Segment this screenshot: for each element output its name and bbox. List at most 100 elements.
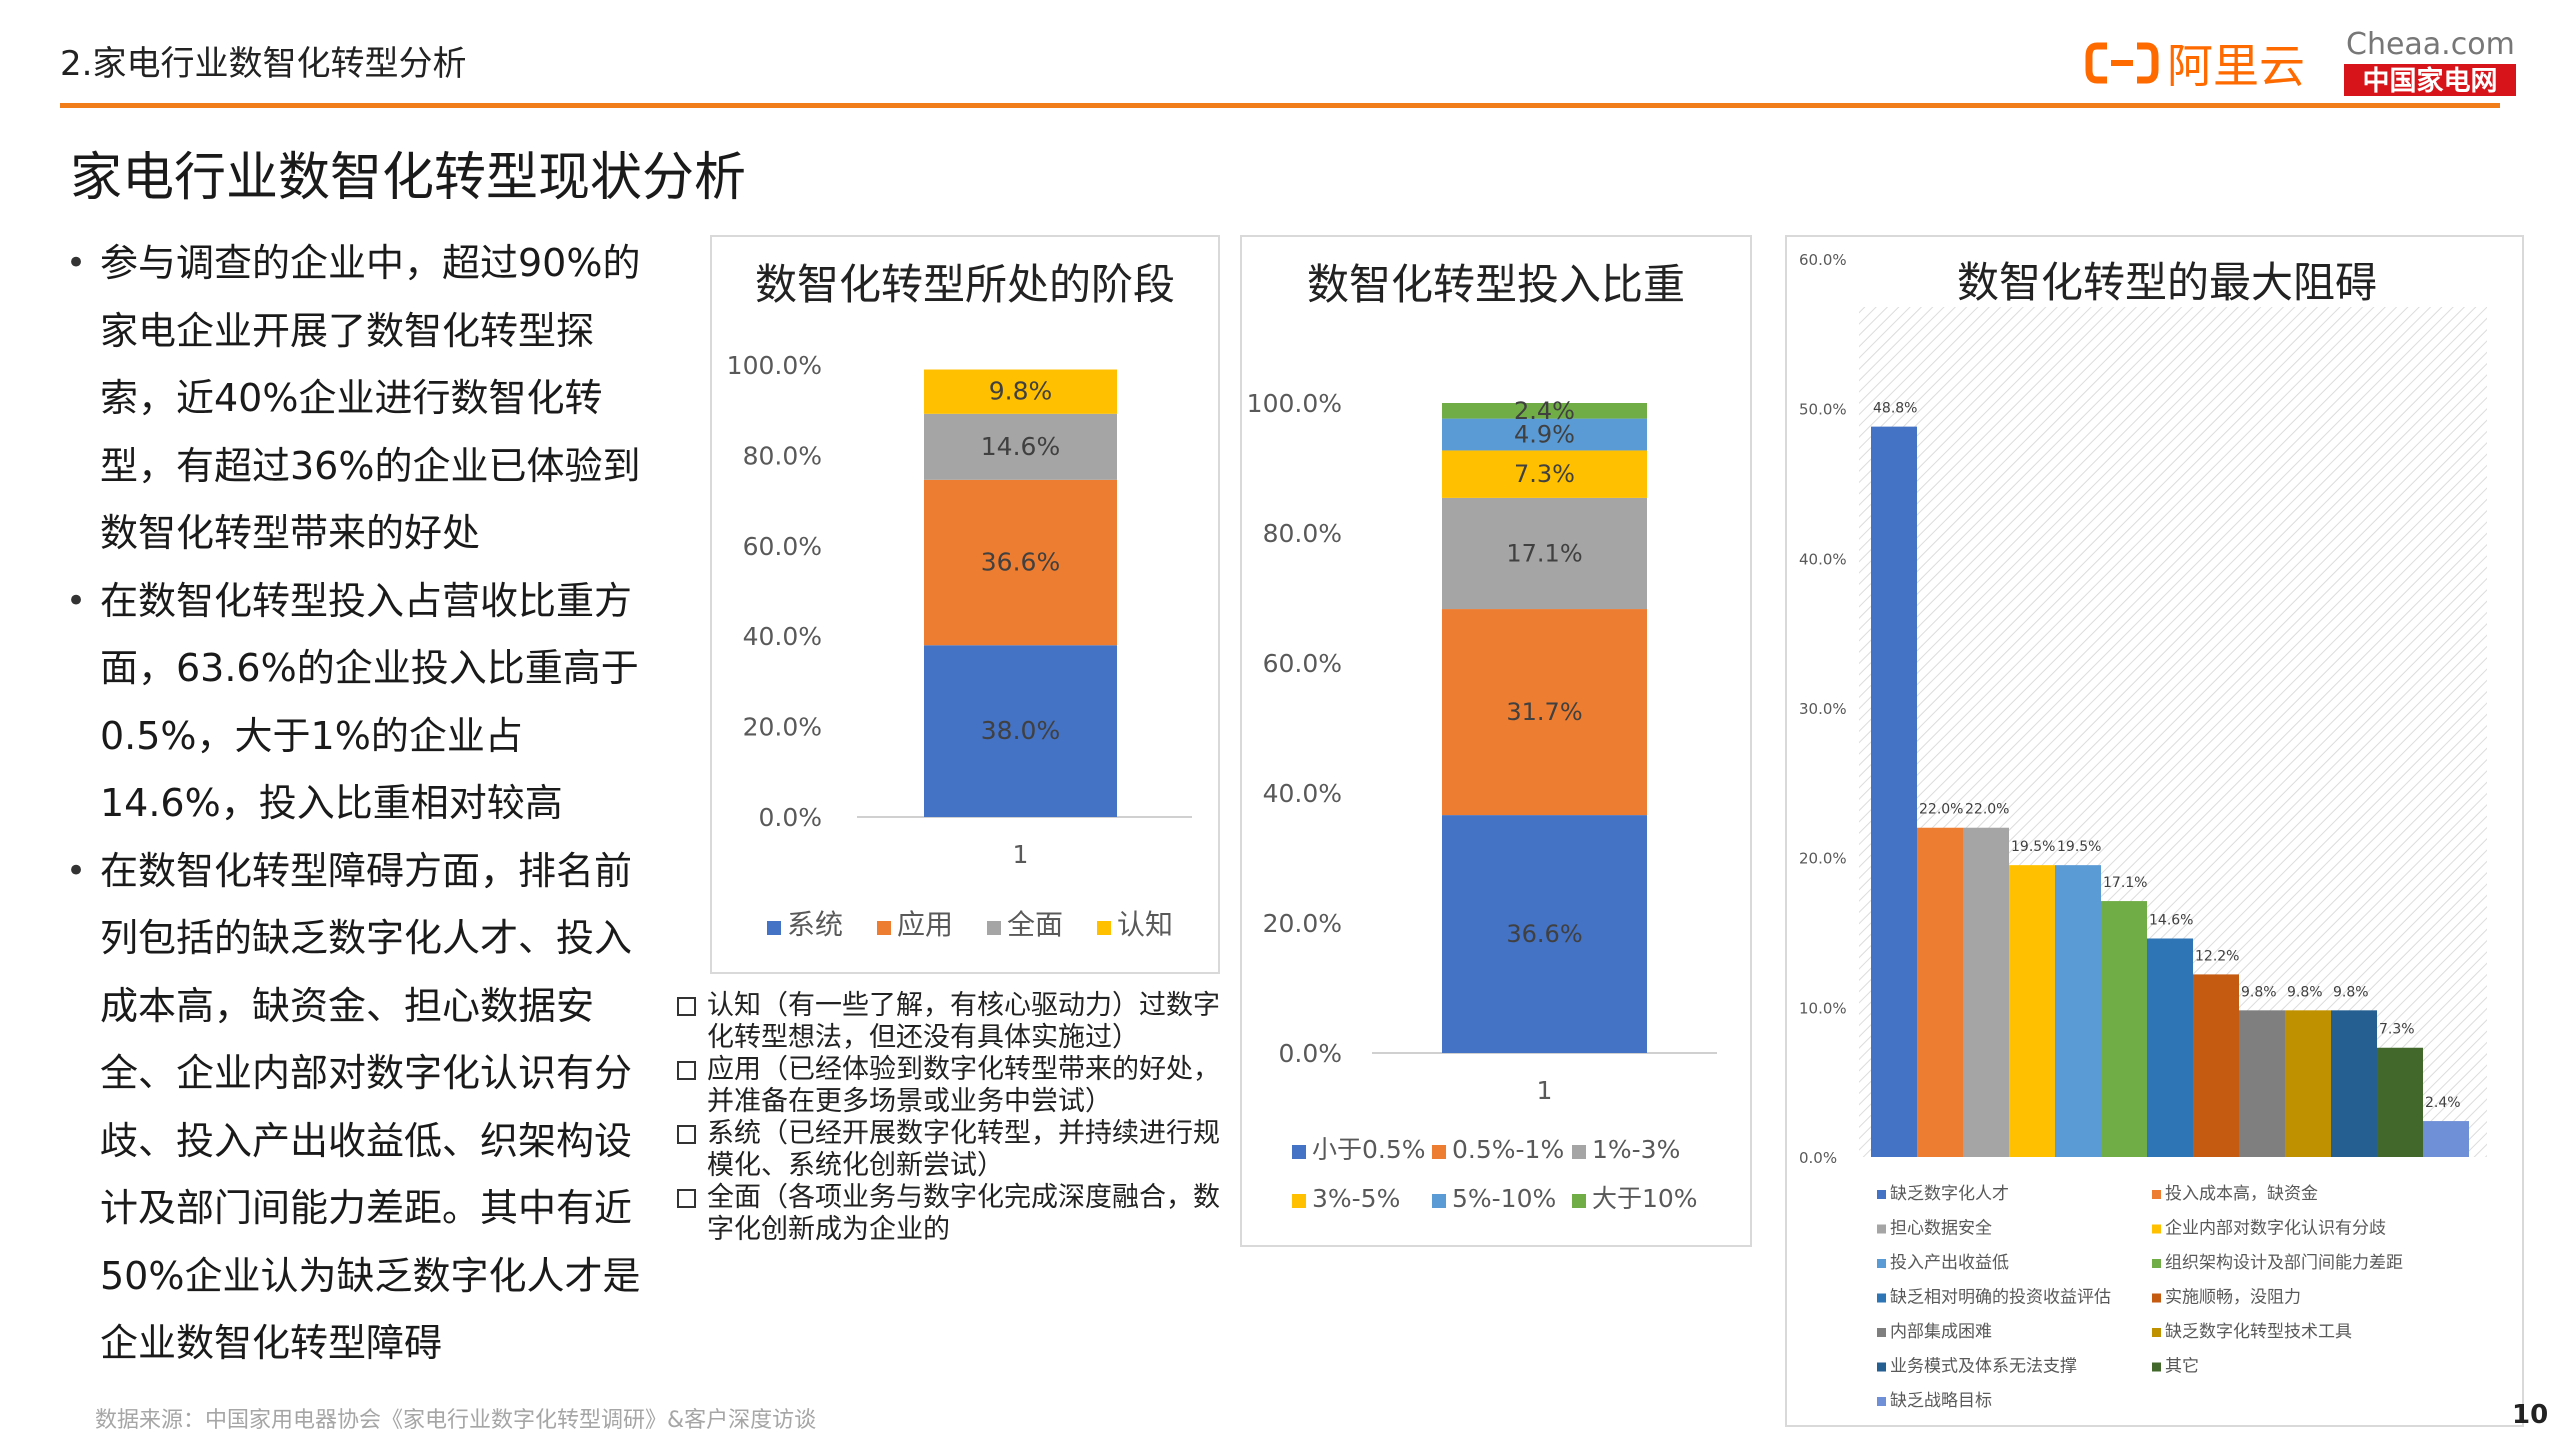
legend-swatch bbox=[1572, 1145, 1586, 1159]
bar-segment bbox=[924, 369, 1117, 414]
legend-swatch bbox=[2152, 1224, 2161, 1234]
legend-label: 1%-3% bbox=[1592, 1135, 1680, 1164]
y-tick-label: 20.0% bbox=[1263, 909, 1342, 938]
y-tick-label: 100.0% bbox=[1247, 389, 1342, 418]
definition-item: 应用（已经体验到数字化转型带来的好处，并准备在更多场景或业务中尝试） bbox=[675, 1054, 1235, 1118]
data-source: 数据来源：中国家用电器协会《家电行业数字化转型调研》&客户深度访谈 bbox=[95, 1408, 817, 1433]
bar bbox=[2147, 938, 2193, 1157]
y-tick-label: 30.0% bbox=[1799, 700, 1847, 718]
chart-title: 数智化转型的最大阻碍 bbox=[1956, 258, 2377, 307]
data-label: 2.4% bbox=[2425, 1095, 2461, 1111]
definition-item: 系统（已经开展数字化转型，并持续进行规模化、系统化创新尝试） bbox=[675, 1118, 1235, 1182]
legend-swatch bbox=[1877, 1293, 1886, 1303]
bar-segment bbox=[1442, 418, 1647, 451]
bar-segment bbox=[1442, 450, 1647, 498]
page-number: 10 bbox=[2512, 1400, 2549, 1430]
legend-label: 企业内部对数字化认识有分歧 bbox=[2165, 1219, 2386, 1239]
y-tick-label: 0.0% bbox=[1278, 1039, 1342, 1068]
legend-swatch bbox=[1292, 1145, 1306, 1159]
legend-label: 投入产出收益低 bbox=[1890, 1253, 2009, 1273]
y-tick-label: 60.0% bbox=[743, 532, 822, 561]
definition-text: 认知（有一些了解，有核心驱动力）过数字化转型想法，但还没有具体实施过） bbox=[707, 990, 1220, 1053]
definition-item: 全面（各项业务与数字化完成深度融合，数字化创新成为企业的 bbox=[675, 1182, 1235, 1246]
legend-swatch bbox=[1432, 1145, 1446, 1159]
data-label: 36.6% bbox=[1506, 920, 1582, 948]
data-label: 14.6% bbox=[981, 432, 1060, 461]
definition-text: 系统（已经开展数字化转型，并持续进行规模化、系统化创新尝试） bbox=[707, 1118, 1220, 1181]
checkbox-icon bbox=[677, 1189, 696, 1208]
legend-swatch bbox=[877, 921, 891, 935]
data-label: 7.3% bbox=[2379, 1022, 2415, 1038]
y-tick-label: 60.0% bbox=[1799, 251, 1847, 269]
legend-label: 0.5%-1% bbox=[1452, 1135, 1564, 1164]
bullet-item: 参与调查的企业中，超过90%的家电企业开展了数智化转型探索，近40%企业进行数智… bbox=[62, 230, 662, 568]
legend-label: 3%-5% bbox=[1312, 1184, 1400, 1213]
checkbox-icon bbox=[677, 1061, 696, 1080]
y-tick-label: 10.0% bbox=[1799, 999, 1847, 1017]
investment-chart: 数智化转型投入比重 0.0% 20.0% 40.0% 60.0% 80.0% 100.0%… bbox=[1240, 235, 1752, 1247]
definition-text: 应用（已经体验到数字化转型带来的好处，并准备在更多场景或业务中尝试） bbox=[707, 1054, 1220, 1117]
data-label: 7.3% bbox=[1514, 460, 1575, 488]
legend-swatch bbox=[767, 921, 781, 935]
legend-label: 缺乏数字化转型技术工具 bbox=[2165, 1322, 2352, 1342]
legend-swatch bbox=[1877, 1328, 1886, 1337]
chart-title: 数智化转型所处的阶段 bbox=[754, 260, 1175, 309]
bar-segment bbox=[1442, 609, 1647, 816]
legend-label: 内部集成困难 bbox=[1890, 1322, 1992, 1342]
x-tick-label: 1 bbox=[1013, 840, 1029, 869]
bar-segment bbox=[1442, 815, 1647, 1053]
chart-title: 数智化转型投入比重 bbox=[1306, 260, 1685, 309]
y-tick-label: 80.0% bbox=[1263, 519, 1342, 548]
bar bbox=[1871, 426, 1917, 1157]
bar-segment bbox=[1442, 497, 1647, 610]
legend-label: 实施顺畅，没阻力 bbox=[2165, 1288, 2301, 1308]
legend-swatch bbox=[2152, 1293, 2161, 1303]
legend-swatch bbox=[1572, 1194, 1586, 1208]
bar bbox=[2331, 1010, 2377, 1157]
definition-item: 认知（有一些了解，有核心驱动力）过数字化转型想法，但还没有具体实施过） bbox=[675, 990, 1235, 1054]
y-tick-label: 40.0% bbox=[743, 622, 822, 651]
bar bbox=[2239, 1010, 2285, 1157]
header-divider bbox=[60, 103, 2500, 108]
cheaa-logo: Cheaa.com 中国家电网 bbox=[2340, 20, 2520, 100]
legend-swatch bbox=[2152, 1362, 2161, 1372]
bar bbox=[1963, 827, 2009, 1157]
legend-swatch bbox=[987, 921, 1001, 935]
data-label: 17.1% bbox=[1506, 539, 1582, 567]
page-title: 家电行业数智化转型现状分析 bbox=[70, 148, 747, 208]
legend-swatch bbox=[2152, 1259, 2161, 1268]
x-tick-label: 1 bbox=[1537, 1076, 1553, 1105]
legend-label: 小于0.5% bbox=[1312, 1135, 1426, 1164]
bullet-item: 在数智化转型障碍方面，排名前列包括的缺乏数字化人才、投入成本高，缺资金、担心数据… bbox=[62, 838, 662, 1378]
bar bbox=[2009, 865, 2055, 1157]
bar bbox=[2101, 901, 2147, 1157]
data-label: 2.4% bbox=[1514, 397, 1575, 425]
legend-label: 系统 bbox=[787, 908, 843, 941]
aliyun-logo: 阿里云 bbox=[2085, 28, 2325, 98]
legend-swatch bbox=[1877, 1190, 1886, 1199]
y-tick-label: 0.0% bbox=[758, 803, 822, 832]
y-tick-label: 50.0% bbox=[1799, 401, 1847, 419]
legend-swatch bbox=[1877, 1224, 1886, 1234]
legend-swatch bbox=[1432, 1194, 1446, 1208]
legend-label: 业务模式及体系无法支撑 bbox=[1890, 1357, 2077, 1377]
legend-swatch bbox=[1292, 1194, 1306, 1208]
legend-swatch bbox=[2152, 1328, 2161, 1337]
summary-bullets: 参与调查的企业中，超过90%的家电企业开展了数智化转型探索，近40%企业进行数智… bbox=[62, 230, 662, 1378]
y-tick-label: 100.0% bbox=[727, 351, 822, 380]
data-label: 9.8% bbox=[2333, 984, 2369, 1000]
data-label: 9.8% bbox=[2241, 984, 2277, 1000]
legend-label: 认知 bbox=[1117, 908, 1173, 941]
legend-swatch bbox=[1877, 1259, 1886, 1268]
data-label: 38.0% bbox=[981, 716, 1060, 745]
legend-swatch bbox=[2152, 1190, 2161, 1199]
legend-label: 其它 bbox=[2165, 1357, 2199, 1377]
y-tick-label: 20.0% bbox=[1799, 850, 1847, 868]
legend-label: 全面 bbox=[1007, 908, 1063, 941]
y-tick-label: 80.0% bbox=[743, 441, 822, 470]
bar bbox=[2423, 1121, 2469, 1157]
data-label: 9.8% bbox=[2287, 984, 2323, 1000]
definition-text: 全面（各项业务与数字化完成深度融合，数字化创新成为企业的 bbox=[707, 1182, 1220, 1245]
svg-text:中国家电网: 中国家电网 bbox=[2363, 65, 2498, 97]
legend-label: 组织架构设计及部门间能力差距 bbox=[2165, 1253, 2403, 1273]
